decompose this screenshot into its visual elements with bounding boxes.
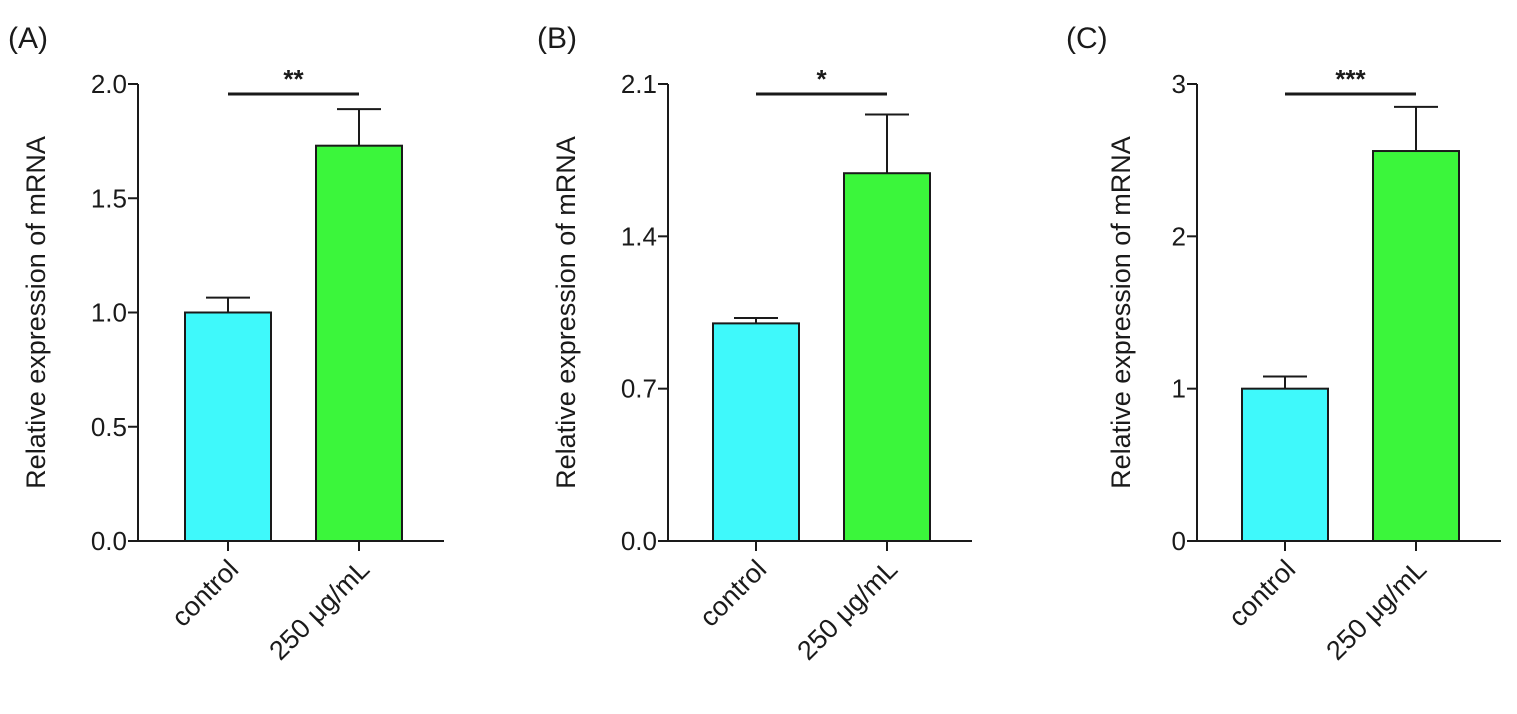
y-tick-label: 1.5 xyxy=(91,183,127,213)
y-tick-label: 0.7 xyxy=(621,374,657,404)
y-tick-label: 2 xyxy=(1172,221,1186,251)
x-tick-label: control xyxy=(694,554,773,633)
y-tick-label: 2.1 xyxy=(621,69,657,99)
panel-c: (C) Relative expression of mRNA 0 1 2 3 contro… xyxy=(1066,22,1501,666)
bar-250ug xyxy=(843,172,931,542)
panel-label: (A) xyxy=(8,22,48,55)
significance-label: * xyxy=(816,64,827,94)
significance-label: ** xyxy=(283,64,304,94)
panel-label: (B) xyxy=(537,22,577,55)
y-tick-label: 1.4 xyxy=(621,221,657,251)
y-tick-label: 0.0 xyxy=(621,526,657,556)
bar-250ug xyxy=(315,144,403,542)
y-tick-label: 3 xyxy=(1172,69,1186,99)
panel-a: (A) Relative expression of mRNA 0.0 0.5 1.0 1… xyxy=(8,22,444,666)
y-tick-label: 0 xyxy=(1172,526,1186,556)
y-tick-label: 1.0 xyxy=(91,298,127,328)
y-axis-title: Relative expression of mRNA xyxy=(551,136,581,489)
x-tick-label: control xyxy=(1223,554,1302,633)
bar-control xyxy=(1241,387,1329,542)
significance-label: *** xyxy=(1335,64,1366,94)
bar-control xyxy=(712,322,800,542)
y-tick-label: 0.5 xyxy=(91,412,127,442)
y-axis-title: Relative expression of mRNA xyxy=(21,136,51,489)
y-axis-title: Relative expression of mRNA xyxy=(1106,136,1136,489)
x-tick-label: 250 μg/mL xyxy=(263,554,375,666)
x-tick-label: 250 μg/mL xyxy=(1320,554,1432,666)
panel-label: (C) xyxy=(1066,22,1108,55)
x-tick-label: control xyxy=(166,554,245,633)
panel-b: (B) Relative expression of mRNA 0.0 0.7 1.4 2… xyxy=(537,22,972,666)
x-tick-label: 250 μg/mL xyxy=(791,554,903,666)
y-tick-label: 2.0 xyxy=(91,69,127,99)
y-tick-label: 1 xyxy=(1172,374,1186,404)
y-tick-label: 0.0 xyxy=(91,526,127,556)
bar-control xyxy=(184,311,272,542)
bar-250ug xyxy=(1372,150,1460,542)
